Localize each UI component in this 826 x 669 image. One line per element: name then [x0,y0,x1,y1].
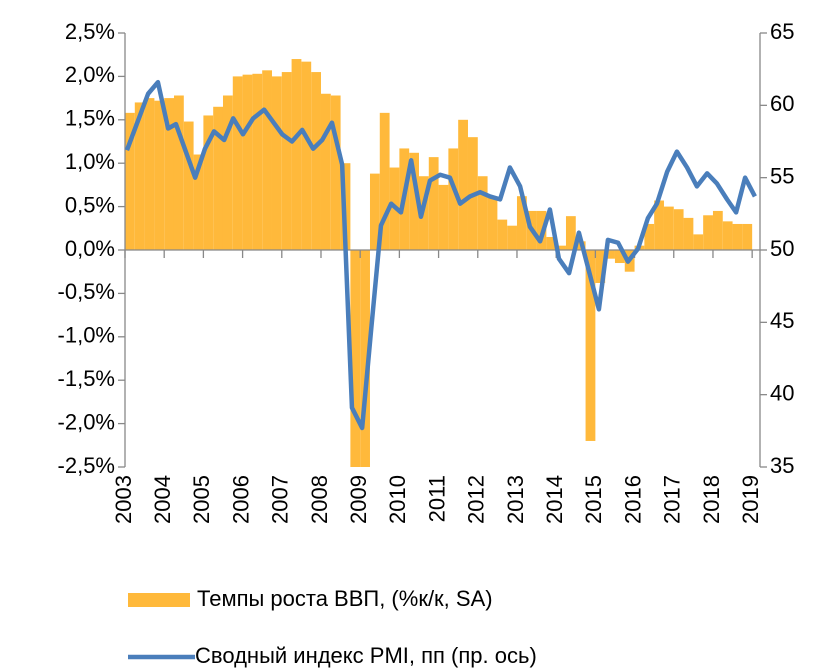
bar [222,95,233,250]
y2-tick-label: 50 [770,236,794,261]
y-tick-label: -1,0% [58,323,115,348]
bar [291,59,302,250]
bar [320,93,331,250]
x-tick-label: 2008 [307,475,332,524]
bar [330,95,341,250]
bar [311,72,321,250]
y2-tick-label: 60 [770,91,794,116]
bar [271,76,282,251]
bar [360,250,370,467]
y-tick-label: 2,5% [65,19,115,44]
bar [213,106,223,250]
x-tick-label: 2009 [346,475,371,524]
bar [673,209,684,250]
x-tick-label: 2003 [111,475,136,524]
x-tick-label: 2017 [660,475,685,524]
x-tick-label: 2015 [581,475,606,524]
bar [614,250,625,264]
bar [262,70,272,250]
y2-tick-label: 35 [770,453,794,478]
bar [438,184,449,250]
x-tick-label: 2018 [699,475,724,524]
y-tick-label: -2,0% [58,409,115,434]
y-tick-label: -0,5% [58,279,115,304]
y2-tick-label: 45 [770,308,794,333]
y2-tick-label: 55 [770,163,794,188]
bar [507,225,517,250]
bar [173,95,184,250]
y2-tick-label: 65 [770,19,794,44]
bar [477,176,488,250]
bar [369,173,380,250]
bar [663,206,674,250]
bar [487,197,498,250]
bar [712,210,723,250]
bar [683,217,694,250]
bar [742,223,753,250]
bar [497,219,508,250]
bar [125,112,135,250]
bar [693,234,704,250]
x-tick-label: 2019 [738,475,763,524]
bar [379,112,390,250]
x-tick-label: 2014 [542,475,567,524]
legend-label: Сводный индекс PMI, пп (пр. ось) [195,643,537,668]
bar [595,250,606,283]
bar [281,72,292,250]
y-tick-label: 2,0% [65,62,115,87]
bar [644,223,655,250]
y-tick-label: 1,0% [65,149,115,174]
x-tick-label: 2007 [268,475,293,524]
bar [565,216,576,250]
bar [654,200,664,250]
y-tick-label: -2,5% [58,453,115,478]
y-tick-label: 1,5% [65,106,115,131]
bar [144,98,155,250]
x-tick-label: 2006 [228,475,253,524]
bar [242,74,253,250]
x-tick-label: 2005 [189,475,214,524]
bar [428,157,439,250]
y2-tick-label: 40 [770,380,794,405]
bar [301,61,312,251]
bar [448,148,459,250]
legend-label: Темпы роста ВВП, (%к/к, SA) [197,586,493,611]
bar [556,245,566,250]
x-tick-label: 2016 [620,475,645,524]
y-tick-label: 0,0% [65,236,115,261]
bar [164,98,174,250]
x-tick-label: 2012 [464,475,489,524]
bar [203,115,214,251]
bar [516,196,527,250]
bar [722,221,733,250]
x-tick-label: 2011 [424,475,449,522]
bar [154,100,165,250]
line [124,79,757,431]
x-tick-label: 2013 [503,475,528,524]
bar [183,121,194,250]
bar [703,215,713,250]
bar [232,76,243,251]
bar [458,119,468,250]
bar [585,250,596,441]
bar [546,236,557,250]
y-tick-label: 0,5% [65,192,115,217]
bar [134,102,145,250]
bar [193,154,204,250]
bar [605,250,615,259]
y-tick-label: -1,5% [58,366,115,391]
x-tick-label: 2010 [385,475,410,524]
bar [732,223,743,250]
legend-swatch [128,593,190,607]
bar [350,250,361,467]
bar [409,152,419,250]
x-tick-label: 2004 [150,475,175,524]
bar [252,73,263,251]
